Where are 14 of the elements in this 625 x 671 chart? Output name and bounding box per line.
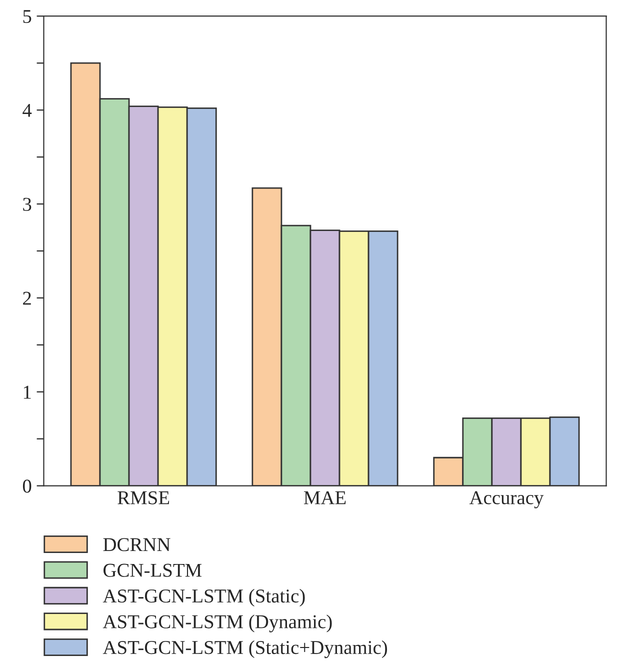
y-tick-label: 1: [24, 386, 31, 399]
y-tick-label: 2: [23, 292, 31, 305]
y-tick-label: 4: [22, 104, 32, 117]
y-tick-label: 3: [23, 198, 32, 211]
legend-label: GCN-LSTM: [104, 564, 202, 577]
x-tick-label: MAE: [304, 491, 346, 504]
y-tick-label: 5: [23, 10, 32, 24]
x-tick-label: Accuracy: [469, 491, 544, 508]
legend-label: DCRNN: [103, 538, 170, 552]
legend-label: AST-GCN-LSTM (Dynamic): [102, 614, 332, 632]
y-tick-label: 0: [22, 480, 32, 493]
legend-label: AST-GCN-LSTM (Static): [102, 588, 305, 607]
legend-label: AST-GCN-LSTM (Static+Dynamic): [102, 640, 388, 658]
x-tick-label: RMSE: [118, 491, 170, 504]
